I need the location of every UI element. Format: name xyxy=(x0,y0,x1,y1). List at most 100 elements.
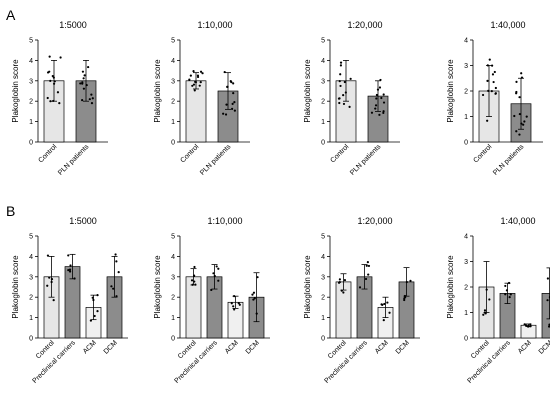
data-point xyxy=(201,72,204,75)
x-category-label: PLN patients xyxy=(492,143,526,177)
data-point xyxy=(46,254,50,257)
data-point xyxy=(367,273,370,276)
data-point xyxy=(370,111,374,114)
data-point xyxy=(383,302,386,306)
data-point xyxy=(358,286,362,289)
data-point xyxy=(196,74,200,77)
data-point xyxy=(546,299,549,302)
data-point xyxy=(233,308,236,311)
data-point xyxy=(505,289,508,292)
data-point xyxy=(520,72,523,75)
data-point xyxy=(491,73,495,76)
x-category-label: PLN patients xyxy=(349,143,383,177)
data-point xyxy=(339,61,343,64)
data-point xyxy=(253,297,256,300)
y-tick-label: 2 xyxy=(321,295,325,302)
data-point xyxy=(91,97,94,100)
data-point xyxy=(485,288,488,291)
data-point xyxy=(365,264,368,267)
y-axis-label: Plakoglobin score xyxy=(303,255,312,319)
x-category-label: Preclinical carriers xyxy=(324,339,370,385)
data-point xyxy=(486,79,489,83)
data-point xyxy=(376,88,380,91)
data-point xyxy=(367,264,371,268)
data-point xyxy=(482,313,485,316)
y-tick-label: 1 xyxy=(321,315,325,322)
data-point xyxy=(226,85,229,88)
chart-title: 1:20,000 xyxy=(347,20,382,30)
data-point xyxy=(342,291,345,294)
data-point xyxy=(81,99,84,102)
data-point xyxy=(215,265,218,268)
data-point xyxy=(48,55,51,58)
chart-title: 1:40,000 xyxy=(490,20,525,30)
data-point xyxy=(409,279,412,282)
data-point xyxy=(232,305,235,308)
data-point xyxy=(88,98,91,101)
data-point xyxy=(364,277,368,281)
chart-title: 1:10,000 xyxy=(207,216,242,226)
data-point xyxy=(504,293,507,296)
data-point xyxy=(81,81,84,84)
data-point xyxy=(486,64,489,67)
data-point xyxy=(515,80,518,83)
data-point xyxy=(338,101,341,105)
data-point xyxy=(48,70,51,73)
y-tick-label: 4 xyxy=(321,58,325,65)
data-point xyxy=(525,115,528,118)
data-point xyxy=(504,284,507,288)
data-point xyxy=(529,323,532,326)
data-point xyxy=(189,74,192,77)
data-point xyxy=(342,102,346,106)
data-point xyxy=(547,325,550,328)
data-point xyxy=(87,65,90,69)
data-point xyxy=(190,279,194,282)
data-point xyxy=(344,91,347,94)
data-point xyxy=(492,80,495,84)
y-axis-label: Plakoglobin score xyxy=(303,59,312,123)
y-tick-label: 5 xyxy=(171,38,175,45)
data-point xyxy=(115,260,118,263)
data-point xyxy=(217,279,220,282)
y-tick-label: 1 xyxy=(29,315,33,322)
data-point xyxy=(67,254,70,257)
data-point xyxy=(255,312,258,315)
data-point xyxy=(518,96,521,99)
data-point xyxy=(193,274,196,277)
data-point xyxy=(59,56,62,59)
data-point xyxy=(381,303,384,306)
data-point xyxy=(343,80,346,84)
data-point xyxy=(213,274,216,278)
data-point xyxy=(222,112,225,115)
data-point xyxy=(199,70,203,73)
y-tick-label: 3 xyxy=(464,63,468,70)
data-point xyxy=(91,296,94,299)
y-tick-label: 2 xyxy=(171,295,175,302)
data-point xyxy=(83,74,86,77)
y-tick-label: 1 xyxy=(321,119,325,126)
data-point xyxy=(382,101,386,104)
y-tick-label: 1 xyxy=(29,119,33,126)
data-point xyxy=(231,107,234,110)
data-point xyxy=(513,114,516,118)
y-tick-label: 0 xyxy=(321,336,325,343)
data-point xyxy=(375,97,378,100)
data-point xyxy=(520,122,523,125)
data-point xyxy=(507,281,511,285)
y-tick-label: 3 xyxy=(464,259,468,266)
x-category-label: DCM xyxy=(245,339,261,355)
y-tick-label: 3 xyxy=(29,274,33,281)
y-axis-label: Plakoglobin score xyxy=(153,255,162,319)
data-point xyxy=(494,92,497,95)
chart-3: 1:20,000 Plakoglobin score 0 1 2 3 4 5 ControlPL… xyxy=(303,20,400,177)
data-point xyxy=(217,267,220,270)
data-point xyxy=(338,80,341,83)
data-point xyxy=(68,268,72,271)
y-tick-label: 5 xyxy=(321,234,325,241)
data-point xyxy=(199,80,202,84)
data-point xyxy=(49,100,52,103)
data-point xyxy=(52,76,55,79)
y-tick-label: 4 xyxy=(464,38,468,45)
chart-title: 1:5000 xyxy=(59,20,87,30)
